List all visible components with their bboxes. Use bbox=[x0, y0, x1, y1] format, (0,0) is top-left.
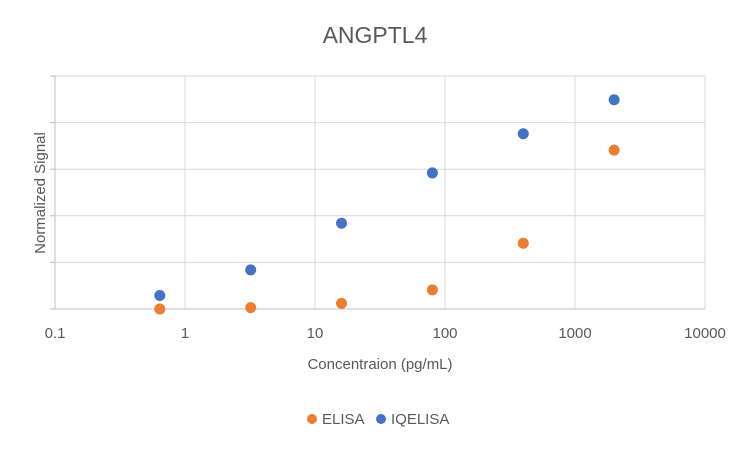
data-point-iqelisa-4 bbox=[517, 128, 529, 140]
chart-title: ANGPTL4 bbox=[323, 22, 428, 48]
legend-item-elisa: ELISA bbox=[307, 411, 365, 428]
data-point-iqelisa-2 bbox=[336, 217, 348, 229]
legend-item-iqelisa: IQELISA bbox=[376, 411, 449, 428]
legend-label-elisa: ELISA bbox=[322, 411, 365, 428]
data-points bbox=[154, 94, 620, 315]
x-tick-label-2: 10 bbox=[307, 325, 324, 342]
x-tick-label-3: 100 bbox=[432, 325, 457, 342]
data-point-elisa-1 bbox=[245, 302, 257, 314]
data-point-elisa-3 bbox=[426, 284, 438, 296]
legend-marker-iqelisa bbox=[376, 414, 386, 424]
data-point-iqelisa-0 bbox=[154, 289, 166, 301]
legend-marker-elisa bbox=[307, 414, 317, 424]
legend-label-iqelisa: IQELISA bbox=[391, 411, 449, 428]
x-tick-label-0: 0.1 bbox=[45, 325, 66, 342]
x-tick-label-5: 10000 bbox=[684, 325, 726, 342]
x-axis-label: Concentraion (pg/mL) bbox=[307, 356, 452, 373]
data-point-elisa-5 bbox=[608, 144, 620, 156]
y-axis-label: Normalized Signal bbox=[32, 132, 49, 254]
x-tick-label-4: 1000 bbox=[558, 325, 591, 342]
data-point-iqelisa-5 bbox=[608, 94, 620, 106]
data-point-elisa-4 bbox=[517, 237, 529, 249]
x-tick-label-1: 1 bbox=[181, 325, 189, 342]
data-point-elisa-0 bbox=[154, 303, 166, 315]
tick-labels: 0.1 1 10 100 1000 10000 bbox=[45, 325, 726, 342]
data-point-iqelisa-3 bbox=[426, 167, 438, 179]
data-point-iqelisa-1 bbox=[245, 264, 257, 276]
legend: ELISA IQELISA bbox=[307, 411, 449, 428]
axes bbox=[50, 75, 705, 310]
grid-lines bbox=[55, 75, 706, 310]
data-point-elisa-2 bbox=[336, 297, 348, 309]
